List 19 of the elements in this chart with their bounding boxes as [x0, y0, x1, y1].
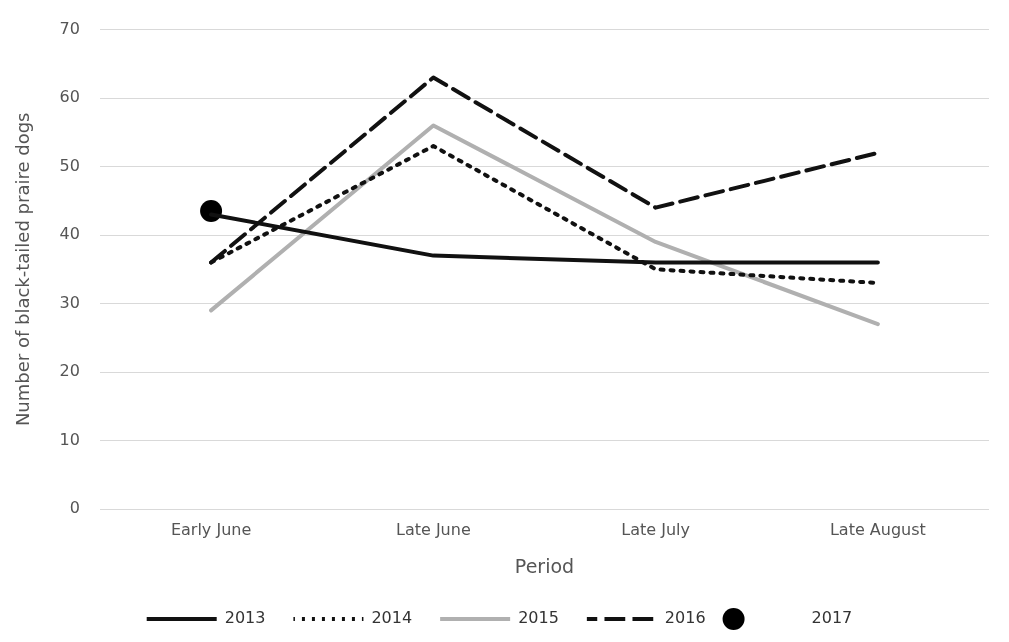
- legend-label: 2015: [518, 608, 559, 628]
- y-tick-label: 60: [59, 87, 80, 107]
- x-tick-label: Late August: [829, 519, 926, 539]
- x-tick-label: Early June: [170, 519, 252, 539]
- y-tick-label: 0: [69, 498, 80, 518]
- y-tick-label: 70: [59, 18, 80, 38]
- x-axis-title: Period: [514, 554, 575, 577]
- y-tick-label: 50: [59, 155, 80, 175]
- x-tick-label: Late July: [621, 519, 690, 539]
- legend-label: 2013: [224, 608, 266, 628]
- y-tick-label: 30: [59, 292, 80, 312]
- y-tick-label: 10: [59, 429, 80, 449]
- legend-label: 2017: [811, 608, 853, 628]
- legend-label: 2014: [371, 608, 413, 628]
- x-tick-label: Late June: [395, 519, 471, 539]
- y-tick-label: 40: [59, 224, 80, 244]
- legend-label: 2016: [664, 608, 706, 628]
- y-axis-title: Number of black-tailed praire dogs: [12, 112, 34, 427]
- y-tick-label: 20: [59, 361, 80, 381]
